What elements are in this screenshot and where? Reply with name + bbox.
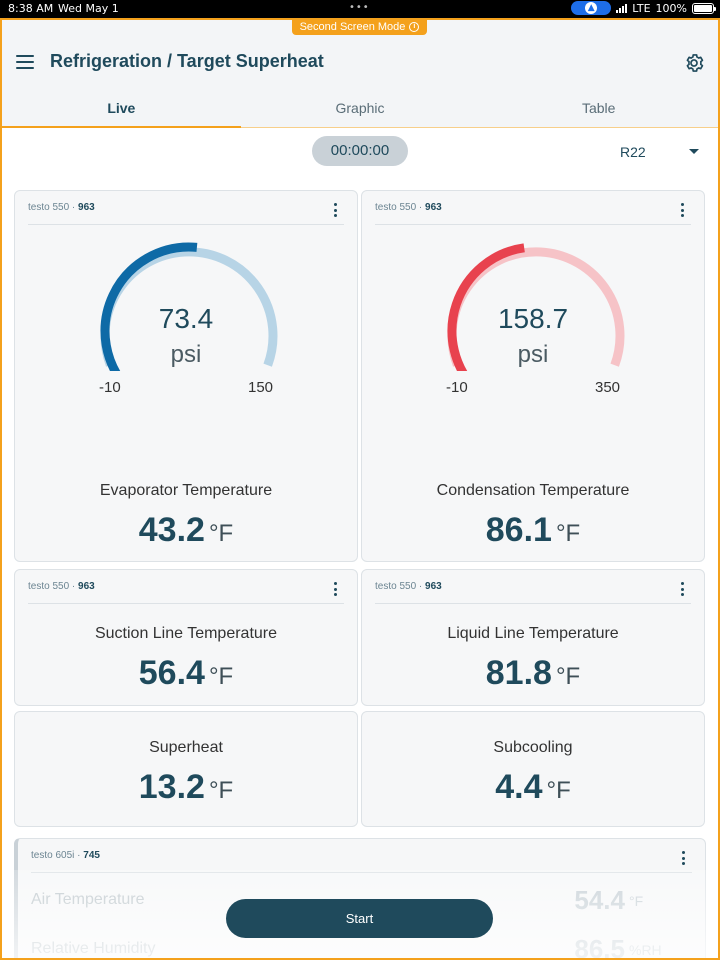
measurement-reading: 56.4 °F — [15, 654, 357, 693]
more-options-icon[interactable] — [678, 581, 686, 597]
gear-icon[interactable] — [683, 52, 705, 74]
device-label: testo 550 · 963 — [28, 202, 95, 213]
menu-icon[interactable] — [16, 55, 34, 69]
status-time: 8:38 AM — [8, 2, 54, 15]
refrigerant-select[interactable]: R22 — [620, 144, 646, 160]
measurement-unit: °F — [629, 893, 644, 909]
battery-percentage: 100% — [655, 1, 687, 15]
measurement-value: 4.4 — [495, 768, 543, 806]
measurement-unit: °F — [555, 520, 581, 547]
gauge-unit: psi — [170, 341, 202, 368]
more-options-icon[interactable] — [331, 202, 339, 218]
measurement-label: Subcooling — [493, 739, 573, 756]
divider — [28, 224, 344, 225]
condensation-card: testo 550 · 963 158.7 psi -10 350 Conden… — [361, 190, 705, 562]
start-button[interactable]: Start — [226, 899, 493, 938]
measurement-unit: °F — [208, 777, 234, 804]
device-label: testo 605i · 745 — [31, 850, 100, 861]
network-type: LTE — [632, 1, 651, 15]
pressure-gauge — [100, 242, 278, 371]
more-options-icon[interactable] — [331, 581, 339, 597]
measurement-reading: 13.2 °F — [15, 768, 357, 807]
status-date: Wed May 1 — [58, 2, 119, 15]
tab-graphic[interactable]: Graphic — [335, 100, 385, 116]
measurement-value: 81.8 — [485, 654, 552, 692]
location-indicator: ▲ — [571, 1, 612, 15]
suction-line-card: testo 550 · 963 Suction Line Temperature… — [14, 569, 358, 706]
measurement-value: 86.1 — [485, 511, 552, 549]
measurement-value: 13.2 — [138, 768, 205, 806]
status-indicators: ▲ LTE 100% — [571, 1, 716, 15]
measurement-reading: 4.4 °F — [362, 768, 704, 807]
measurement-unit: °F — [208, 663, 234, 690]
measurement-unit: %RH — [629, 942, 662, 958]
measurement-label: Liquid Line Temperature — [447, 625, 619, 642]
measurement-unit: °F — [555, 663, 581, 690]
measurement-unit: °F — [208, 520, 234, 547]
battery-icon — [692, 2, 716, 14]
device-label: testo 550 · 963 — [375, 581, 442, 592]
divider — [375, 603, 691, 604]
more-options-icon[interactable] — [678, 202, 686, 218]
second-screen-label: Second Screen Mode — [299, 20, 406, 33]
gauge-value: 158.7 — [497, 303, 569, 334]
location-arrow-icon: ▲ — [585, 2, 598, 14]
measurement-timer: 00:00:00 — [312, 136, 408, 166]
measurement-value: 56.4 — [138, 654, 205, 692]
tab-table[interactable]: Table — [581, 100, 616, 116]
gauge-unit: psi — [517, 341, 549, 368]
measurement-unit: °F — [546, 777, 571, 804]
gauge-min: -10 — [99, 379, 121, 396]
divider — [31, 872, 692, 873]
measurement-label: Air Temperature — [31, 891, 145, 908]
second-screen-badge: Second Screen Mode i — [292, 18, 427, 35]
measurement-label: Evaporator Temperature — [99, 482, 273, 499]
measurement-reading: 43.2 °F — [15, 511, 357, 550]
device-label: testo 550 · 963 — [28, 581, 95, 592]
measurement-reading: 86.1 °F — [362, 511, 704, 550]
chevron-down-icon[interactable] — [689, 149, 699, 154]
measurement-label: Superheat — [149, 739, 223, 756]
gauge-max: 350 — [595, 379, 621, 396]
measurement-label: Relative Humidity — [31, 940, 156, 957]
subcooling-card: Subcooling 4.4 °F — [361, 711, 705, 827]
measurement-label: Suction Line Temperature — [94, 625, 278, 642]
evaporator-card: testo 550 · 963 73.4 psi -10 150 Evapora… — [14, 190, 358, 562]
list-item: Relative Humidity 86.5 %RH — [31, 934, 675, 960]
gauge-min: -10 — [446, 379, 468, 396]
multitasking-dots[interactable]: ••• — [349, 2, 370, 13]
measurement-reading: 81.8 °F — [362, 654, 704, 693]
liquid-line-card: testo 550 · 963 Liquid Line Temperature … — [361, 569, 705, 706]
gauge-value: 73.4 — [158, 303, 214, 334]
divider — [375, 224, 691, 225]
app-bar: Refrigeration / Target Superheat Live Gr… — [2, 20, 718, 128]
status-bar: 8:38 AM Wed May 1 ••• ▲ LTE 100% — [0, 0, 720, 18]
measurement-label: Condensation Temperature — [436, 482, 630, 499]
more-options-icon[interactable] — [679, 850, 687, 866]
tab-bar: Live Graphic Table — [2, 90, 718, 128]
page-title: Refrigeration / Target Superheat — [50, 51, 324, 71]
divider — [28, 603, 344, 604]
superheat-card: Superheat 13.2 °F — [14, 711, 358, 827]
gauge-max: 150 — [248, 379, 274, 396]
tab-live[interactable]: Live — [2, 90, 241, 128]
measurement-value: 86.5 — [574, 934, 625, 960]
info-icon: i — [409, 21, 420, 32]
device-label: testo 550 · 963 — [375, 202, 442, 213]
pressure-gauge — [447, 243, 625, 371]
measurement-value: 43.2 — [138, 511, 205, 549]
signal-icon — [616, 3, 628, 13]
measurement-value: 54.4 — [574, 885, 625, 915]
